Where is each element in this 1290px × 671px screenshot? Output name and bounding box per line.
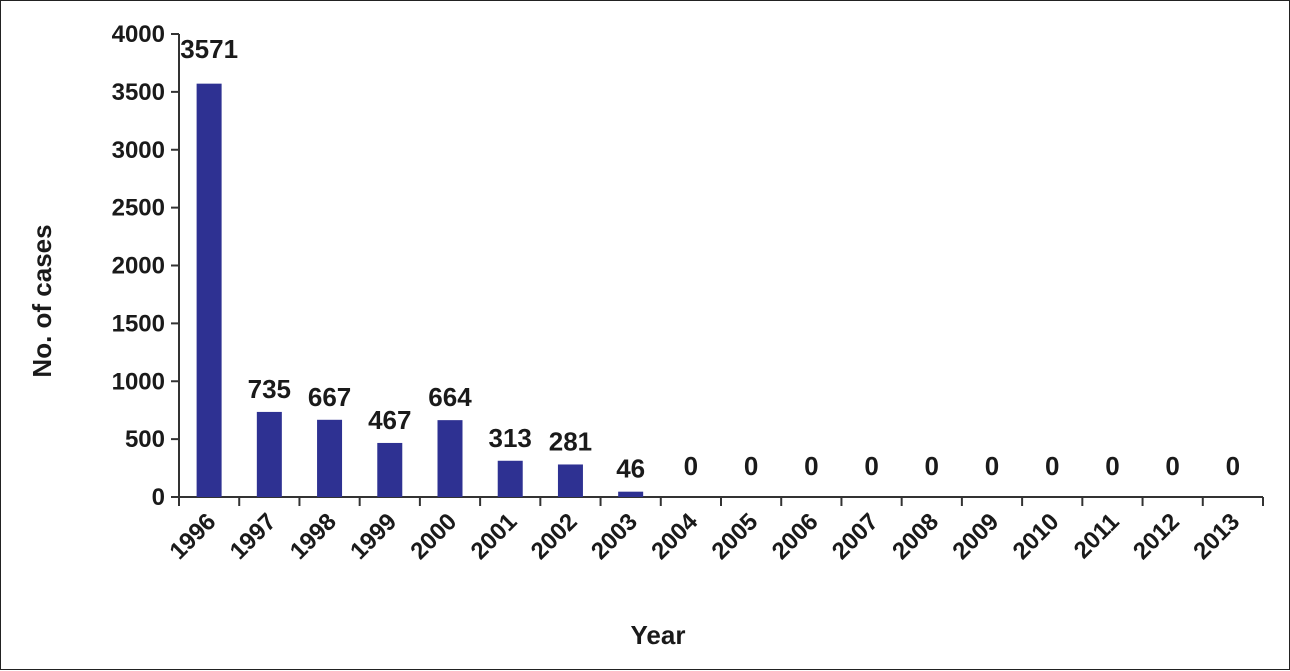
bar-1997 [256,411,282,497]
x-tick-label-2009: 2009 [947,508,1004,565]
bar-1996 [196,83,222,498]
x-tick-labels: 1996 1997 1998 1999 2000 2001 2002 2003 2004 2005… [165,508,1246,565]
x-tick-label-2011: 2011 [1069,508,1125,564]
y-tick-label: 0 [152,484,165,511]
data-label-2002: 281 [549,426,592,456]
data-label-2005: 0 [744,451,758,481]
data-label-2004: 0 [684,451,698,481]
x-tick-label-2004: 2004 [646,508,703,565]
data-label-1997: 735 [248,374,291,404]
x-tick-label-2003: 2003 [586,508,643,565]
x-tick-label-2005: 2005 [707,508,764,565]
x-tick-label-2008: 2008 [887,508,944,565]
x-tick-label-2006: 2006 [767,508,824,565]
data-label-2012: 0 [1165,451,1179,481]
x-tick-label-1999: 1999 [345,508,402,565]
bar-1999 [377,442,403,497]
x-tick-label-1997: 1997 [225,508,282,565]
data-labels: 3571 735 667 467 664 313 281 46 0 0 0 0 0 0 0 0 0 0 [180,34,1240,484]
data-label-2007: 0 [864,451,878,481]
y-tick-label: 500 [125,426,165,453]
bar-2000 [437,420,463,497]
y-tick-label: 1000 [112,368,165,395]
bar-2001 [497,460,523,497]
x-tick-label-2007: 2007 [827,508,884,565]
x-tick-label-1998: 1998 [285,508,342,565]
data-label-2006: 0 [804,451,818,481]
y-tick-labels: 0 500 1000 1500 2000 2500 3000 3500 4000 [112,21,165,511]
y-tick-label: 2500 [112,195,165,222]
data-label-1998: 667 [308,382,351,412]
bars [196,83,644,498]
data-label-2010: 0 [1045,451,1059,481]
y-tick-label: 3500 [112,79,165,106]
data-label-2011: 0 [1105,451,1119,481]
axes [171,33,1264,506]
data-label-2000: 664 [428,382,472,412]
x-tick-label-2000: 2000 [405,508,462,565]
x-tick-label-2001: 2001 [466,508,523,565]
x-axis-title: Year [631,620,686,650]
data-label-1999: 467 [368,405,411,435]
x-tick-label-2012: 2012 [1128,508,1185,565]
y-tick-label: 2000 [112,253,165,280]
y-tick-label: 3000 [112,137,165,164]
data-label-1996: 3571 [180,34,238,64]
bar-2002 [557,464,583,497]
x-tick-label-1996: 1996 [165,508,222,565]
data-label-2008: 0 [925,451,939,481]
bar-1998 [317,419,343,497]
data-label-2003: 46 [616,454,645,484]
y-tick-label: 1500 [112,310,165,337]
data-label-2009: 0 [985,451,999,481]
x-tick-label-2002: 2002 [526,508,583,565]
bar-2003 [618,491,644,497]
y-axis-title: No. of cases [27,224,57,377]
x-tick-label-2013: 2013 [1188,508,1245,565]
data-label-2001: 313 [489,423,532,453]
y-tick-label: 4000 [112,21,165,48]
data-label-2013: 0 [1226,451,1240,481]
x-tick-label-2010: 2010 [1008,508,1065,565]
